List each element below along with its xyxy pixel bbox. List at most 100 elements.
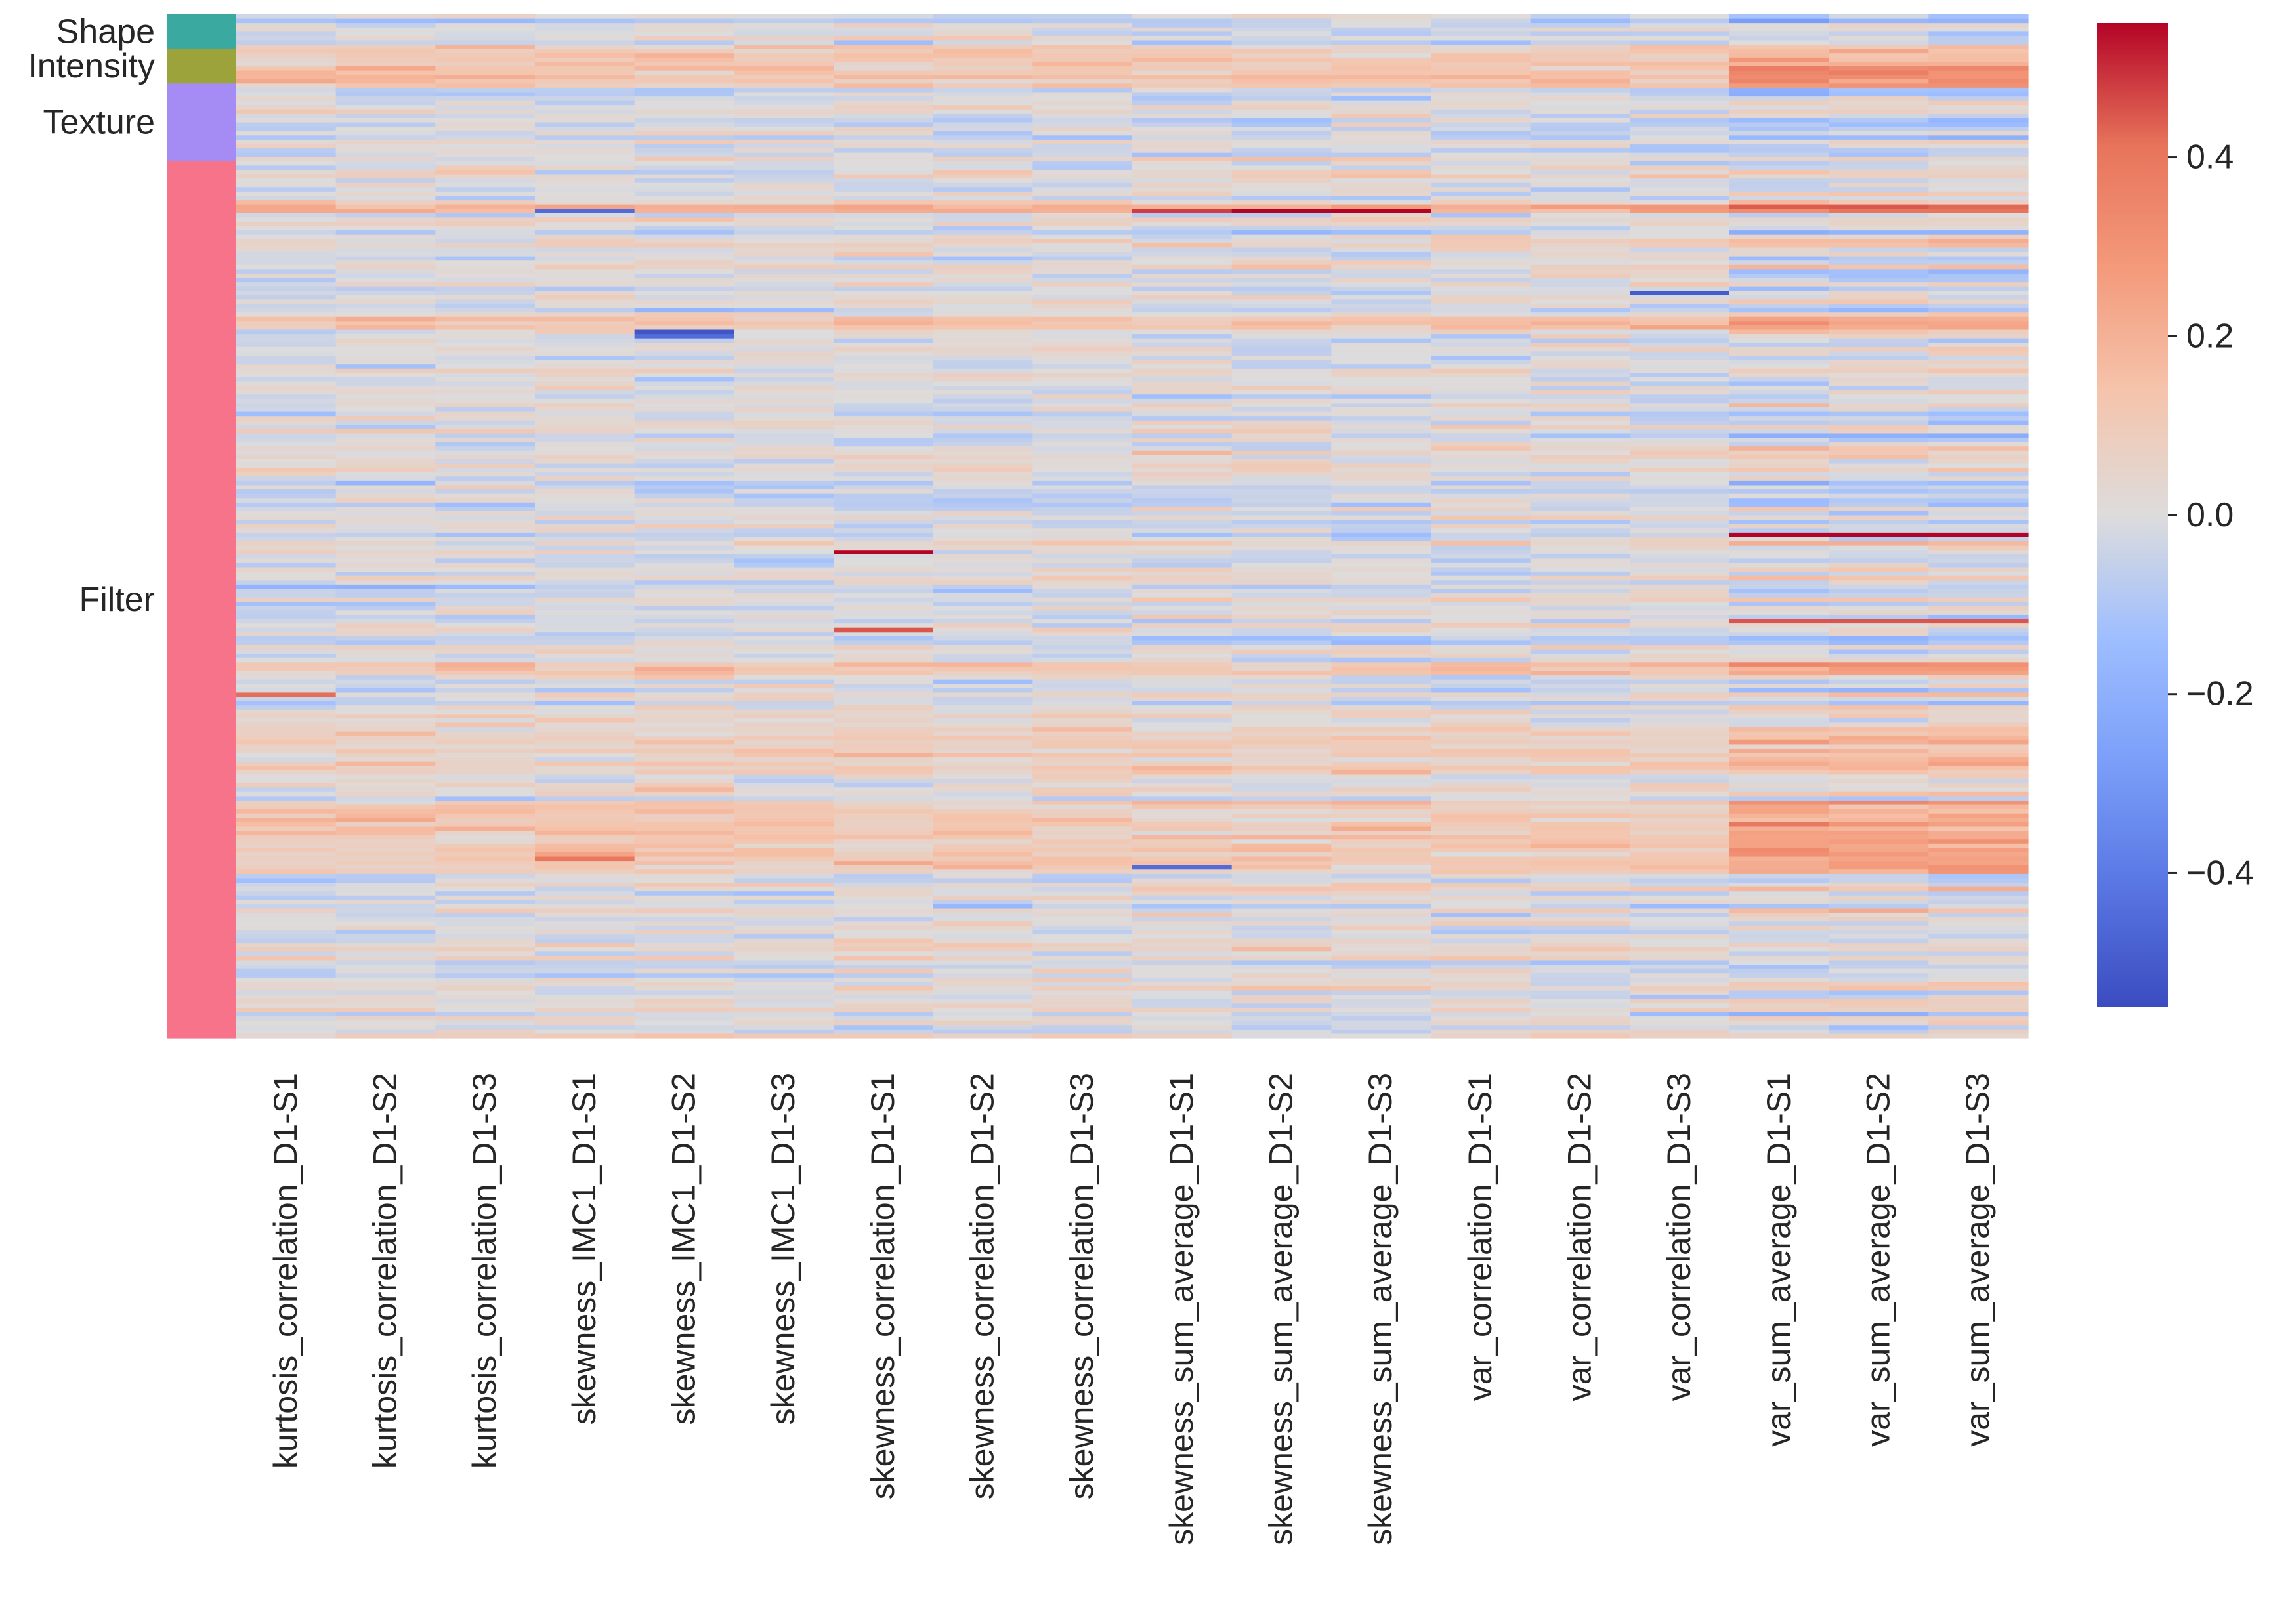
heatmap-cell: [634, 239, 734, 244]
heatmap-cell: [1530, 955, 1630, 961]
heatmap-cell: [335, 1033, 436, 1039]
heatmap-cell: [1331, 446, 1431, 451]
heatmap-cell: [1231, 818, 1332, 823]
heatmap-cell: [1231, 480, 1332, 486]
heatmap-cell: [734, 1029, 834, 1035]
heatmap-cell: [1829, 312, 1929, 318]
heatmap-cell: [335, 891, 436, 896]
heatmap-cell: [634, 779, 734, 784]
heatmap-cell: [535, 701, 635, 706]
heatmap-cell: [834, 766, 934, 771]
heatmap-cell: [1231, 209, 1332, 214]
heatmap-cell: [1032, 31, 1133, 37]
heatmap-cell: [535, 442, 635, 447]
heatmap-cell: [1530, 558, 1630, 564]
heatmap-cell: [1331, 329, 1431, 335]
heatmap-cell: [933, 144, 1033, 149]
heatmap-cell: [933, 79, 1033, 84]
heatmap-cell: [1231, 343, 1332, 348]
heatmap-cell: [1431, 520, 1531, 525]
heatmap-cell: [734, 705, 834, 711]
heatmap-cell: [1729, 308, 1830, 313]
heatmap-cell: [236, 122, 337, 127]
heatmap-cell: [1231, 783, 1332, 788]
heatmap-cell: [1431, 883, 1531, 888]
heatmap-cell: [834, 791, 934, 797]
heatmap-cell: [335, 688, 436, 694]
heatmap-cell: [1928, 187, 2029, 192]
heatmap-cell: [1928, 351, 2029, 356]
heatmap-cell: [1630, 87, 1730, 93]
heatmap-cell: [634, 96, 734, 102]
heatmap-cell: [1331, 428, 1431, 434]
heatmap-cell: [1032, 200, 1133, 205]
heatmap-cell: [435, 843, 536, 848]
heatmap-cell: [1032, 843, 1133, 848]
heatmap-cell: [1729, 165, 1830, 171]
heatmap-cell: [734, 739, 834, 745]
heatmap-cell: [1431, 990, 1531, 995]
heatmap-cell: [335, 567, 436, 572]
heatmap-cell: [535, 671, 635, 676]
heatmap-cell: [335, 187, 436, 192]
heatmap-cell: [834, 597, 934, 602]
heatmap-cell: [1829, 178, 1929, 184]
heatmap-cell: [1431, 459, 1531, 465]
heatmap-cell: [1928, 346, 2029, 352]
heatmap-cell: [1431, 139, 1531, 145]
heatmap-cell: [834, 286, 934, 291]
heatmap-cell: [634, 507, 734, 512]
heatmap-cell: [834, 377, 934, 383]
heatmap-cell: [1431, 515, 1531, 520]
heatmap-cell: [1431, 356, 1531, 361]
heatmap-cell: [1032, 671, 1133, 676]
heatmap-cell: [535, 161, 635, 166]
heatmap-cell: [834, 131, 934, 136]
heatmap-cell: [933, 623, 1033, 629]
heatmap-cell: [335, 49, 436, 54]
heatmap-cell: [1032, 83, 1133, 89]
heatmap-cell: [734, 234, 834, 239]
heatmap-cell: [1032, 619, 1133, 624]
heatmap-cell: [634, 1020, 734, 1026]
heatmap-cell: [1132, 377, 1233, 383]
heatmap-cell: [236, 640, 337, 646]
heatmap-cell: [834, 316, 934, 322]
heatmap-cell: [734, 908, 834, 913]
heatmap-cell: [1928, 174, 2029, 179]
heatmap-cell: [834, 562, 934, 568]
heatmap-cell: [1231, 373, 1332, 378]
heatmap-cell: [1729, 550, 1830, 555]
heatmap-cell: [1829, 109, 1929, 114]
heatmap-cell: [734, 360, 834, 365]
heatmap-cell: [734, 18, 834, 24]
heatmap-cell: [535, 524, 635, 529]
heatmap-cell: [335, 558, 436, 564]
heatmap-cell: [1630, 960, 1730, 965]
heatmap-cell: [634, 597, 734, 602]
heatmap-cell: [1132, 623, 1233, 629]
heatmap-cell: [834, 96, 934, 102]
heatmap-cell: [1032, 886, 1133, 892]
heatmap-cell: [634, 572, 734, 577]
heatmap-cell: [734, 79, 834, 84]
heatmap-cell: [1630, 796, 1730, 801]
heatmap-cell: [834, 575, 934, 581]
heatmap-cell: [933, 472, 1033, 477]
heatmap-cell: [933, 196, 1033, 201]
heatmap-cell: [1928, 18, 2029, 24]
heatmap-cell: [1331, 968, 1431, 974]
heatmap-cell: [1231, 269, 1332, 274]
heatmap-cell: [834, 57, 934, 62]
heatmap-cell: [335, 493, 436, 499]
heatmap-cell: [435, 213, 536, 218]
heatmap-cell: [1132, 204, 1233, 209]
heatmap-cell: [1132, 507, 1233, 512]
heatmap-cell: [1032, 23, 1133, 28]
heatmap-cell: [435, 627, 536, 633]
heatmap-cell: [1630, 688, 1730, 694]
heatmap-cell: [834, 187, 934, 192]
column-label: skewness_sum_average_D1-S3: [1362, 1073, 1399, 1545]
heatmap-cell: [734, 14, 834, 20]
heatmap-cell: [1032, 463, 1133, 468]
